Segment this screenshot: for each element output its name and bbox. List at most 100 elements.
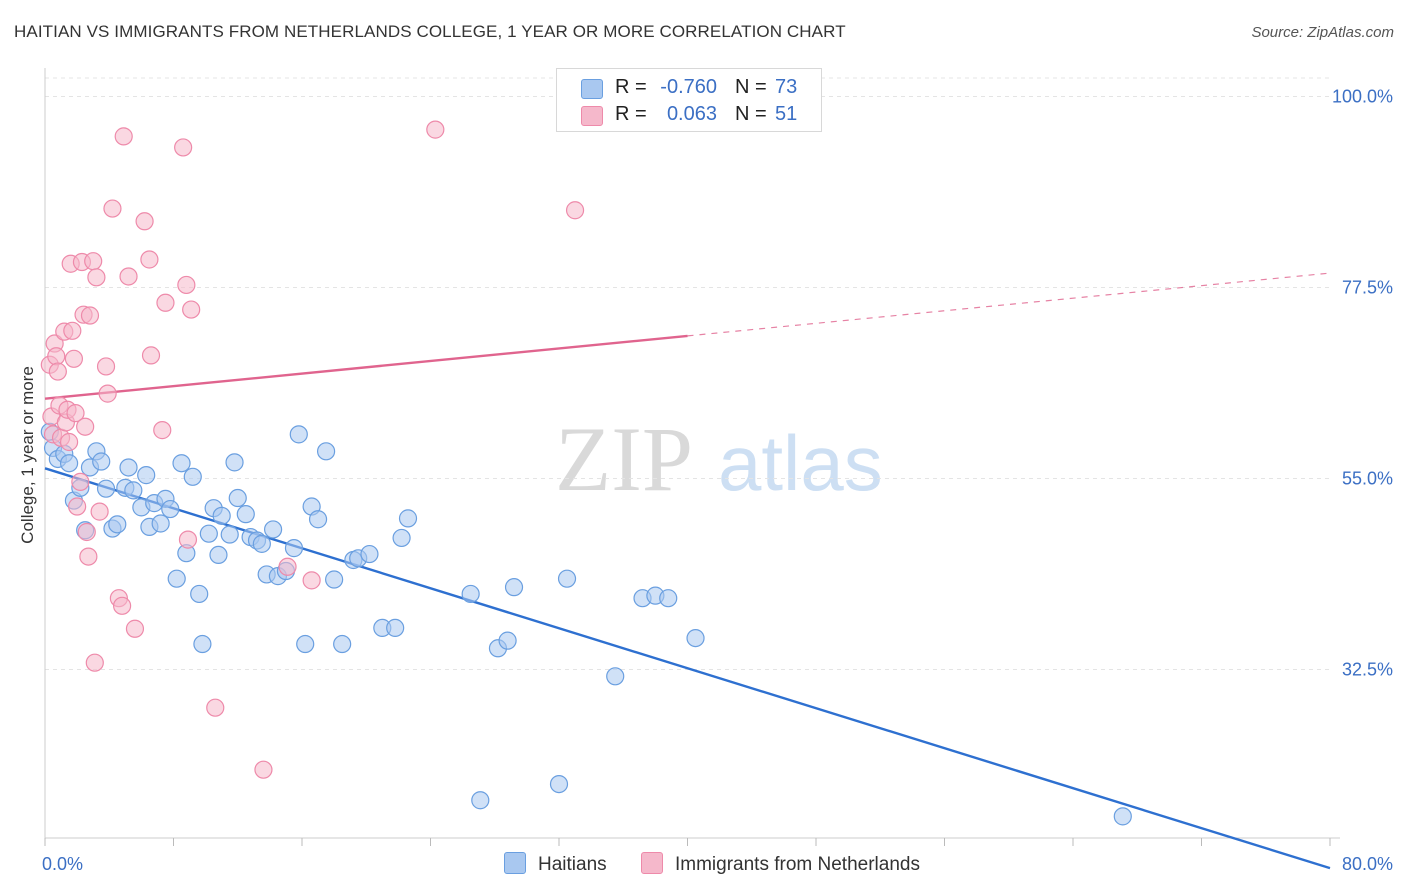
point-haitians-60 — [461, 584, 480, 604]
point-netherlands-44 — [182, 300, 201, 319]
point-haitians-47 — [296, 634, 315, 654]
point-haitians-49 — [308, 510, 328, 529]
point-netherlands-26 — [87, 268, 106, 287]
point-netherlands-23 — [80, 306, 100, 325]
point-netherlands-37 — [140, 250, 159, 269]
legend-swatch-netherlands — [581, 106, 603, 126]
point-haitians-64 — [549, 774, 569, 794]
point-netherlands-11 — [59, 432, 79, 452]
point-haitians-33 — [212, 506, 231, 525]
point-haitians-72 — [1113, 807, 1132, 826]
point-haitians-45 — [284, 539, 304, 558]
trend-line-netherlands — [44, 334, 688, 400]
y-tick-label-2: 55.0% — [1342, 469, 1393, 489]
legend-item-netherlands: Immigrants from Netherlands — [641, 852, 920, 876]
point-haitians-66 — [606, 667, 625, 686]
point-haitians-46 — [289, 425, 308, 444]
point-haitians-70 — [686, 628, 705, 648]
watermark-atlas: atlas — [718, 419, 883, 507]
point-haitians-57 — [386, 618, 405, 638]
trend-line-netherlands-projection — [687, 272, 1331, 337]
n-label: N = — [735, 76, 767, 98]
point-netherlands-5 — [48, 362, 67, 381]
point-haitians-15 — [119, 458, 138, 477]
point-netherlands-13 — [63, 321, 82, 340]
n-label: N = — [735, 103, 767, 125]
y-tick-label-1: 77.5% — [1342, 278, 1393, 298]
point-netherlands-41 — [174, 138, 193, 157]
r-label: R = — [615, 103, 647, 125]
point-haitians-28 — [190, 584, 209, 604]
point-netherlands-27 — [90, 502, 109, 521]
point-haitians-36 — [228, 488, 247, 508]
legend-swatch-haitians — [581, 79, 603, 99]
point-netherlands-39 — [153, 421, 172, 440]
data-points — [40, 120, 1132, 826]
r-value: -0.760 — [660, 76, 717, 98]
watermark: ZIP atlas — [555, 408, 883, 510]
point-netherlands-14 — [64, 349, 84, 368]
point-netherlands-20 — [76, 417, 95, 436]
watermark-zip: ZIP — [555, 408, 693, 510]
point-haitians-34 — [220, 525, 239, 544]
point-haitians-62 — [498, 631, 517, 650]
point-netherlands-36 — [135, 212, 154, 231]
point-haitians-23 — [161, 499, 180, 519]
point-netherlands-17 — [71, 472, 90, 491]
x-tick-labels: 0.0% 80.0% — [42, 854, 1393, 874]
point-haitians-55 — [360, 544, 379, 564]
source-credit: Source: ZipAtlas.com — [1251, 24, 1394, 41]
point-haitians-30 — [199, 524, 218, 543]
point-haitians-59 — [398, 509, 418, 528]
n-value: 73 — [775, 76, 798, 98]
point-netherlands-33 — [114, 127, 133, 146]
point-netherlands-34 — [119, 267, 138, 286]
point-haitians-42 — [263, 520, 283, 539]
point-haitians-65 — [557, 569, 577, 588]
point-haitians-13 — [108, 515, 127, 534]
axes — [44, 68, 1340, 846]
point-haitians-63 — [504, 578, 524, 597]
point-haitians-37 — [236, 505, 255, 524]
point-netherlands-45 — [206, 698, 225, 717]
point-netherlands-40 — [156, 293, 175, 312]
x-tick-label-max: 80.0% — [1342, 854, 1393, 874]
trend-lines — [44, 272, 1331, 870]
point-haitians-27 — [183, 467, 202, 486]
point-haitians-71 — [471, 791, 490, 810]
trend-line-haitians — [44, 467, 1331, 870]
point-haitians-4 — [59, 454, 79, 473]
point-netherlands-29 — [98, 384, 117, 403]
y-tick-label-3: 32.5% — [1342, 660, 1393, 680]
legend-item-haitians: Haitians — [504, 852, 607, 876]
point-netherlands-49 — [426, 120, 445, 139]
point-haitians-16 — [124, 481, 143, 500]
point-netherlands-16 — [68, 497, 87, 516]
point-netherlands-32 — [112, 596, 132, 615]
point-haitians-25 — [172, 454, 191, 473]
legend-swatch-haitians — [504, 852, 526, 874]
chart-title: HAITIAN VS IMMIGRANTS FROM NETHERLANDS C… — [14, 22, 846, 41]
x-tick-label-min: 0.0% — [42, 854, 83, 874]
point-netherlands-24 — [84, 252, 103, 271]
legend-label-netherlands: Immigrants from Netherlands — [675, 854, 920, 875]
point-netherlands-28 — [96, 357, 116, 376]
point-netherlands-46 — [254, 760, 273, 779]
point-haitians-40 — [252, 534, 271, 553]
legend-label-haitians: Haitians — [538, 854, 607, 875]
point-netherlands-35 — [125, 619, 145, 638]
n-value: 51 — [775, 103, 798, 125]
point-haitians-58 — [392, 528, 411, 548]
point-haitians-11 — [96, 479, 116, 498]
point-haitians-52 — [333, 634, 352, 654]
point-netherlands-43 — [178, 530, 198, 549]
point-netherlands-25 — [85, 653, 104, 672]
point-netherlands-30 — [103, 199, 122, 218]
point-haitians-50 — [316, 442, 336, 461]
legend-swatch-netherlands — [641, 852, 663, 874]
r-label: R = — [615, 76, 647, 98]
point-haitians-29 — [193, 634, 212, 654]
point-haitians-69 — [659, 589, 678, 608]
point-netherlands-4 — [47, 347, 66, 366]
